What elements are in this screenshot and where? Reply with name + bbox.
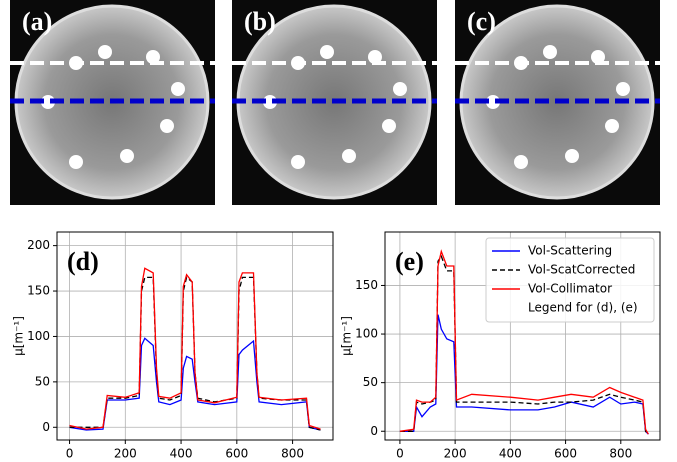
x-tick-label: 800 xyxy=(281,447,304,461)
legend-label: Vol-ScatCorrected xyxy=(528,263,635,277)
panel-label: (b) xyxy=(244,7,276,36)
panel-label: (a) xyxy=(22,7,52,36)
legend-label: Vol-Collimator xyxy=(528,282,612,296)
y-axis-label: μ[m⁻¹] xyxy=(340,316,354,356)
legend-note: Legend for (d), (e) xyxy=(528,301,638,315)
y-tick-label: 50 xyxy=(363,375,378,389)
y-tick-label: 200 xyxy=(27,238,50,252)
series-line xyxy=(399,249,649,435)
y-tick-label: 0 xyxy=(42,420,50,434)
x-tick-label: 400 xyxy=(170,447,193,461)
y-tick-label: 0 xyxy=(370,424,378,438)
series-line xyxy=(399,314,649,435)
x-tick-label: 200 xyxy=(444,447,467,461)
panel-label: (e) xyxy=(395,247,424,276)
y-tick-label: 100 xyxy=(355,327,378,341)
x-tick-label: 0 xyxy=(66,447,74,461)
x-tick-label: 600 xyxy=(225,447,248,461)
y-tick-label: 150 xyxy=(355,278,378,292)
y-tick-label: 100 xyxy=(27,329,50,343)
x-tick-label: 200 xyxy=(114,447,137,461)
y-tick-label: 150 xyxy=(27,284,50,298)
panel-label: (d) xyxy=(67,247,99,276)
plot-frame xyxy=(56,231,334,441)
legend-box xyxy=(485,237,655,323)
legend-label: Vol-Scattering xyxy=(528,244,612,258)
x-tick-label: 600 xyxy=(554,447,577,461)
series-line xyxy=(399,254,649,435)
x-tick-label: 0 xyxy=(396,447,404,461)
y-tick-label: 50 xyxy=(35,374,50,388)
x-tick-label: 800 xyxy=(609,447,632,461)
plot-frame xyxy=(384,231,661,441)
y-axis-label: μ[m⁻¹] xyxy=(12,316,26,356)
panel-label: (c) xyxy=(467,7,496,36)
x-tick-label: 400 xyxy=(499,447,522,461)
series-line xyxy=(69,267,321,430)
